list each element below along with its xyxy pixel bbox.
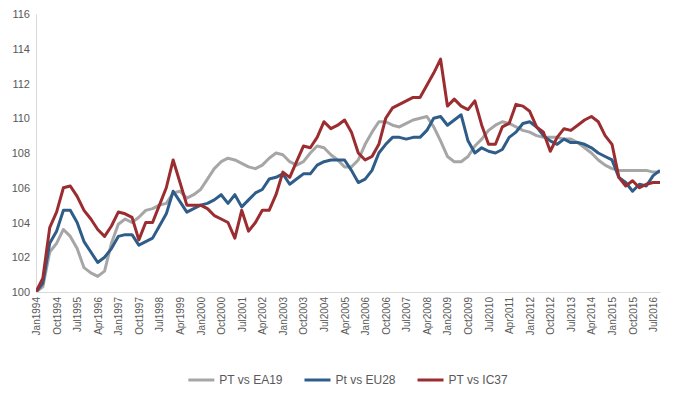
legend-item: Pt vs EU28 <box>304 373 395 387</box>
x-tick: Jan2012 <box>525 292 536 335</box>
x-tick: Jul1995 <box>72 292 83 332</box>
legend: PT vs EA19 Pt vs EU28 PT vs IC37 <box>188 373 508 387</box>
x-tick: Jan2015 <box>607 292 618 335</box>
x-tick: Apr1996 <box>93 292 104 335</box>
x-tick-label: Jan2009 <box>442 297 453 336</box>
x-tick-label: Oct2006 <box>381 297 392 335</box>
x-tick-label: Apr1999 <box>175 297 186 335</box>
x-tick: Apr2014 <box>586 292 597 335</box>
y-tick-label: 106 <box>12 182 30 194</box>
y-tick: 102 <box>12 251 36 263</box>
x-tick: Oct2009 <box>463 292 474 335</box>
x-tick-label: Jan2012 <box>525 297 536 336</box>
y-tick-label: 104 <box>12 217 30 229</box>
x-tick-label: Oct1997 <box>134 297 145 335</box>
y-tick-label: 108 <box>12 147 30 159</box>
legend-swatch <box>304 379 330 382</box>
x-tick: Jul2010 <box>484 292 495 332</box>
y-tick: 100 <box>12 286 36 298</box>
x-tick-label: Jul1998 <box>154 297 165 332</box>
x-tick: Oct2006 <box>381 292 392 335</box>
x-tick: Jan2006 <box>360 292 371 335</box>
x-tick: Apr2008 <box>422 292 433 335</box>
x-tick-label: Apr2002 <box>257 297 268 335</box>
x-tick: Apr1999 <box>175 292 186 335</box>
legend-label: PT vs IC37 <box>449 373 508 387</box>
legend-swatch <box>418 379 444 382</box>
x-tick: Jan1994 <box>31 292 42 335</box>
x-tick-label: Apr2005 <box>340 297 351 335</box>
x-tick-label: Oct2015 <box>628 297 639 335</box>
x-tick: Jan2003 <box>278 292 289 335</box>
x-axis-line <box>37 292 661 293</box>
x-tick-label: Jan2003 <box>278 297 289 336</box>
x-tick-label: Jan2000 <box>196 297 207 336</box>
x-tick: Oct1997 <box>134 292 145 335</box>
x-tick-label: Oct2012 <box>545 297 556 335</box>
x-tick: Apr2011 <box>504 292 515 334</box>
legend-item: PT vs EA19 <box>188 373 282 387</box>
x-tick-label: Oct2009 <box>463 297 474 335</box>
x-tick-label: Jul2013 <box>566 297 577 332</box>
y-axis-line <box>36 15 37 293</box>
x-tick-label: Apr2011 <box>504 297 515 335</box>
y-axis: 100 102 104 106 108 110 112 114 116 <box>12 8 37 298</box>
y-tick-label: 110 <box>12 112 30 124</box>
x-tick: Jul2007 <box>401 292 412 332</box>
x-tick-label: Oct2000 <box>216 297 227 335</box>
y-tick: 112 <box>12 78 36 90</box>
y-tick-label: 112 <box>12 78 30 90</box>
x-tick: Oct2000 <box>216 292 227 335</box>
y-tick: 116 <box>12 8 36 20</box>
series-line <box>36 117 660 292</box>
x-axis: Jan1994 Oct1994 Jul1995 Apr1996 Jan1997 Oct19… <box>31 292 661 335</box>
legend-item: PT vs IC37 <box>418 373 508 387</box>
x-tick-label: Jan2015 <box>607 297 618 336</box>
x-tick: Jan2009 <box>442 292 453 335</box>
x-tick-label: Apr2008 <box>422 297 433 335</box>
x-tick: Oct1994 <box>52 292 63 335</box>
x-tick-label: Jul2010 <box>484 297 495 332</box>
y-tick: 114 <box>12 43 36 55</box>
y-tick-label: 100 <box>12 286 30 298</box>
x-tick-label: Jul1995 <box>72 297 83 332</box>
x-tick: Jul2001 <box>237 292 248 332</box>
x-tick-label: Apr1996 <box>93 297 104 335</box>
x-tick-label: Jul2001 <box>237 297 248 332</box>
y-tick: 106 <box>12 182 36 194</box>
lines <box>36 59 660 292</box>
x-tick-label: Jul2007 <box>401 297 412 332</box>
x-tick: Oct2015 <box>628 292 639 335</box>
y-tick-label: 116 <box>12 8 30 20</box>
y-tick-label: 102 <box>12 251 30 263</box>
x-tick: Oct2012 <box>545 292 556 335</box>
x-tick: Apr2002 <box>257 292 268 335</box>
x-tick-label: Oct2003 <box>298 297 309 335</box>
x-tick: Jul2016 <box>648 292 659 332</box>
x-tick: Jan1997 <box>113 292 124 335</box>
legend-label: PT vs EA19 <box>219 373 282 387</box>
legend-swatch <box>188 379 214 382</box>
x-tick: Apr2005 <box>340 292 351 335</box>
chart: 100 102 104 106 108 110 112 114 116 Jan1994 Oct199… <box>0 0 674 394</box>
x-tick-label: Oct1994 <box>52 297 63 335</box>
x-tick-label: Jan1997 <box>113 297 124 336</box>
x-tick-label: Jan1994 <box>31 297 42 336</box>
y-tick: 108 <box>12 147 36 159</box>
x-tick-label: Jul2016 <box>648 297 659 332</box>
x-tick-label: Apr2014 <box>586 297 597 335</box>
x-tick-label: Jul2004 <box>319 297 330 332</box>
series-line <box>36 59 660 292</box>
x-tick: Jan2000 <box>196 292 207 335</box>
x-tick: Oct2003 <box>298 292 309 335</box>
x-tick-label: Jan2006 <box>360 297 371 336</box>
y-tick-label: 114 <box>12 43 30 55</box>
y-tick: 110 <box>12 112 36 124</box>
x-tick: Jul1998 <box>154 292 165 332</box>
x-tick: Jul2004 <box>319 292 330 332</box>
legend-label: Pt vs EU28 <box>335 373 395 387</box>
y-tick: 104 <box>12 217 36 229</box>
series-line <box>36 115 660 292</box>
x-tick: Jul2013 <box>566 292 577 332</box>
